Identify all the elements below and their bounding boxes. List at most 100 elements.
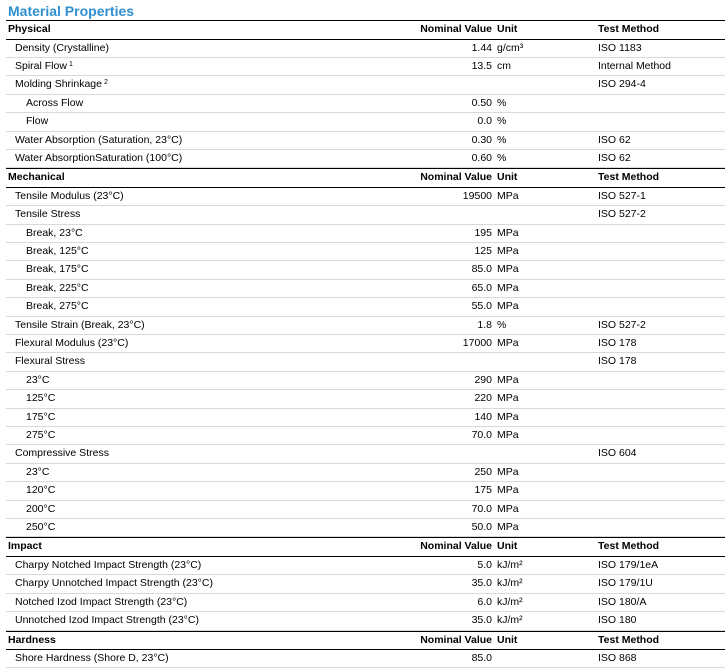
- property-name-text: Charpy Unnotched Impact Strength (23°C): [15, 577, 213, 590]
- section-header-row: Impact Nominal Value Unit Test Method: [6, 537, 725, 557]
- column-header-value: Nominal Value: [420, 633, 492, 646]
- property-unit: %: [497, 96, 507, 109]
- property-test-method: ISO 178: [598, 355, 637, 368]
- property-name: 23°C: [26, 372, 49, 389]
- property-row: Break, 23°C 195 MPa: [6, 225, 725, 244]
- column-header-method: Test Method: [598, 633, 660, 646]
- section-header-row: Physical Nominal Value Unit Test Method: [6, 20, 725, 40]
- property-unit: MPa: [497, 465, 519, 478]
- property-test-method: ISO 62: [598, 133, 631, 146]
- page-title: Material Properties: [8, 3, 135, 19]
- property-name: 175°C: [26, 409, 55, 426]
- column-header-value: Nominal Value: [420, 23, 492, 35]
- column-header-unit: Unit: [497, 540, 518, 553]
- property-unit: kJ/m²: [497, 595, 523, 608]
- property-value: 175: [474, 484, 492, 497]
- property-name-text: Flexural Modulus (23°C): [15, 337, 129, 350]
- property-name-text: Charpy Notched Impact Strength (23°C): [15, 558, 202, 571]
- property-unit: MPa: [497, 429, 519, 441]
- property-unit: MPa: [497, 189, 519, 202]
- property-name: Flexural Stress: [15, 353, 85, 370]
- property-name: Water AbsorptionSaturation (100°C): [15, 150, 182, 167]
- property-unit: %: [497, 133, 507, 146]
- property-value: 290: [474, 373, 492, 386]
- property-unit: MPa: [497, 300, 519, 313]
- property-row: 250°C 50.0 MPa: [6, 519, 725, 538]
- property-name: Charpy Notched Impact Strength (23°C): [15, 557, 201, 574]
- property-value: 70.0: [471, 429, 492, 441]
- property-row: Charpy Unnotched Impact Strength (23°C) 3…: [6, 575, 725, 594]
- property-unit: MPa: [497, 337, 519, 350]
- property-name: 250°C: [26, 519, 55, 536]
- property-value: 13.5: [471, 59, 492, 72]
- property-unit: MPa: [497, 484, 519, 497]
- property-row: Break, 225°C 65.0 MPa: [6, 280, 725, 299]
- property-test-method: ISO 179/1eA: [598, 558, 659, 571]
- property-row: Flexural Stress ISO 178: [6, 353, 725, 372]
- property-name-text: Tensile Strain (Break, 23°C): [15, 318, 145, 331]
- property-value: 0.50: [471, 96, 492, 109]
- property-row: Water Absorption (Saturation, 23°C) 0.30%…: [6, 132, 725, 150]
- property-unit: %: [497, 318, 507, 331]
- property-value: 125: [474, 245, 492, 258]
- property-row: Tensile Stress ISO 527-2: [6, 206, 725, 225]
- property-test-method: ISO 868: [598, 652, 637, 665]
- property-name-text: Density (Crystalline): [15, 41, 109, 54]
- column-header-value: Nominal Value: [420, 540, 492, 553]
- section-title: Physical: [8, 23, 51, 35]
- property-row: Shore Hardness (Shore D, 23°C) 85.0 ISO 86…: [6, 650, 725, 668]
- property-name: 200°C: [26, 501, 55, 518]
- property-test-method: ISO 604: [598, 447, 637, 460]
- properties-table: Physical Nominal Value Unit Test Method Dens…: [6, 20, 725, 668]
- property-unit: MPa: [497, 373, 519, 386]
- property-row: Tensile Strain (Break, 23°C) 1.8% ISO 527-…: [6, 317, 725, 336]
- property-row: 125°C 220 MPa: [6, 390, 725, 409]
- section-title: Mechanical: [8, 171, 65, 184]
- property-row: 175°C 140 MPa: [6, 409, 725, 427]
- property-name: Charpy Unnotched Impact Strength (23°C): [15, 575, 213, 592]
- property-name: Compressive Stress: [15, 445, 109, 462]
- property-name: Break, 125°C: [26, 243, 89, 260]
- column-header-value: Nominal Value: [420, 171, 492, 184]
- property-name: Molding Shrinkage 2: [15, 76, 108, 93]
- column-header-method: Test Method: [598, 171, 660, 184]
- property-row: Break, 175°C 85.0 MPa: [6, 261, 725, 280]
- property-value: 85.0: [471, 263, 492, 276]
- property-row: Break, 125°C 125 MPa: [6, 243, 725, 262]
- property-value: 85.0: [471, 652, 492, 665]
- property-test-method: ISO 294-4: [598, 78, 646, 91]
- property-test-method: ISO 180/A: [598, 595, 647, 608]
- property-name: 275°C: [26, 427, 55, 444]
- property-unit: MPa: [497, 226, 519, 239]
- property-name: Break, 275°C: [26, 298, 89, 315]
- property-row: Break, 275°C 55.0 MPa: [6, 298, 725, 317]
- property-name-text: Water Absorption (Saturation, 23°C): [15, 133, 183, 146]
- property-value: 0.30: [471, 133, 492, 146]
- property-name-text: Break, 275°C: [26, 300, 89, 313]
- property-name-text: 23°C: [26, 373, 50, 386]
- property-row: Molding Shrinkage 2 ISO 294-4: [6, 76, 725, 95]
- property-test-method: ISO 527-2: [598, 208, 646, 221]
- property-name: Tensile Modulus (23°C): [15, 188, 124, 205]
- property-test-method: ISO 180: [598, 614, 637, 627]
- property-name: Density (Crystalline): [15, 40, 109, 57]
- property-name: Flexural Modulus (23°C): [15, 335, 128, 352]
- property-name-text: 250°C: [26, 520, 56, 533]
- column-header-method: Test Method: [598, 540, 660, 553]
- property-value: 17000: [462, 337, 492, 350]
- property-unit: MPa: [497, 281, 519, 294]
- footnote-marker: 1: [68, 60, 73, 68]
- property-name-text: Break, 23°C: [26, 226, 83, 239]
- property-name-text: Across Flow: [26, 96, 84, 109]
- property-name-text: 120°C: [26, 484, 56, 497]
- property-name: Water Absorption (Saturation, 23°C): [15, 132, 182, 149]
- property-name-text: Break, 125°C: [26, 245, 89, 258]
- property-name-text: Flexural Stress: [15, 355, 86, 368]
- property-name-text: Spiral Flow: [15, 59, 67, 72]
- property-test-method: ISO 179/1U: [598, 577, 653, 590]
- property-value: 6.0: [477, 595, 492, 608]
- column-header-unit: Unit: [497, 633, 518, 646]
- property-name-text: Tensile Stress: [15, 208, 81, 221]
- property-test-method: ISO 527-1: [598, 189, 646, 202]
- property-name: 125°C: [26, 390, 55, 407]
